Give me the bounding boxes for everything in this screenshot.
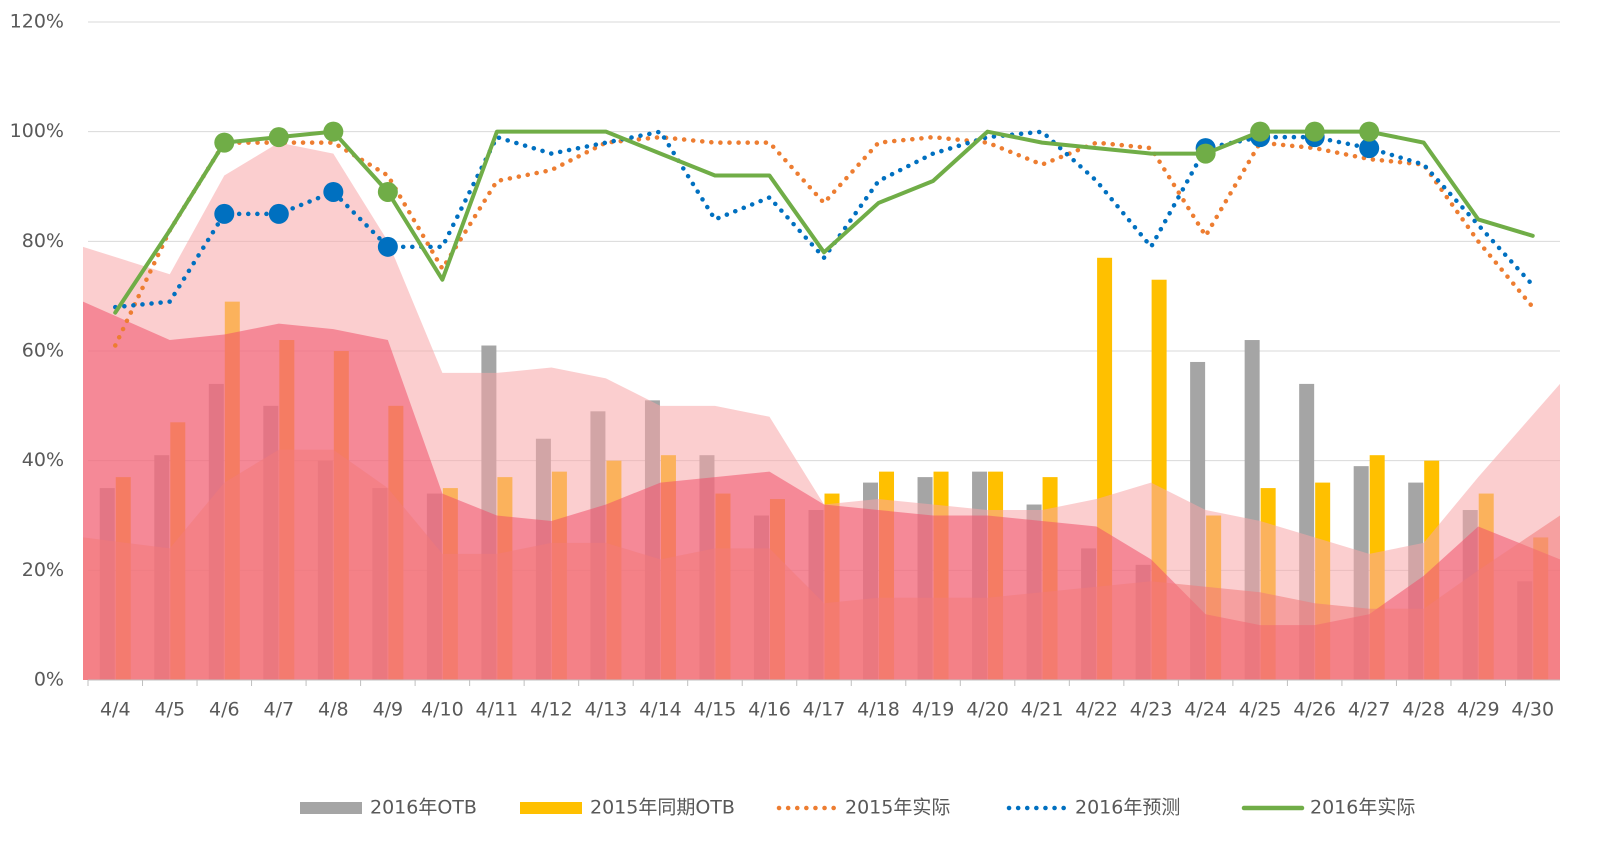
marker [214, 132, 235, 153]
marker [1359, 121, 1380, 142]
marker [377, 236, 398, 257]
x-tick-label: 4/24 [1184, 699, 1227, 721]
y-tick-label: 60% [22, 340, 64, 362]
area [83, 449, 1560, 680]
legend-label: 2016年预测 [1075, 797, 1180, 819]
legend-label: 2015年同期OTB [590, 797, 735, 819]
x-tick-label: 4/9 [373, 699, 404, 721]
y-tick-label: 40% [22, 449, 64, 471]
x-tick-label: 4/21 [1021, 699, 1064, 721]
x-tick-label: 4/25 [1239, 699, 1282, 721]
marker [323, 181, 344, 202]
marker [323, 121, 344, 142]
marker [268, 127, 289, 148]
x-tick-label: 4/11 [476, 699, 519, 721]
marker [1195, 143, 1216, 164]
legend-label: 2015年实际 [845, 797, 950, 819]
x-tick-label: 4/20 [966, 699, 1009, 721]
x-tick-label: 4/16 [748, 699, 791, 721]
x-tick-label: 4/23 [1130, 699, 1173, 721]
marker [1359, 138, 1380, 159]
x-tick-label: 4/17 [803, 699, 846, 721]
x-tick-label: 4/4 [100, 699, 131, 721]
x-tick-label: 4/5 [154, 699, 185, 721]
x-tick-label: 4/22 [1075, 699, 1118, 721]
x-tick-label: 4/18 [857, 699, 900, 721]
x-tick-label: 4/26 [1293, 699, 1336, 721]
x-tick-label: 4/6 [209, 699, 240, 721]
x-tick-label: 4/7 [264, 699, 295, 721]
y-tick-label: 120% [10, 11, 64, 33]
x-tick-label: 4/28 [1402, 699, 1445, 721]
x-tick-label: 4/8 [318, 699, 349, 721]
legend-swatch [520, 802, 582, 814]
legend-label: 2016年OTB [370, 797, 477, 819]
y-tick-label: 100% [10, 120, 64, 142]
x-tick-label: 4/19 [912, 699, 955, 721]
y-tick-label: 0% [34, 669, 64, 691]
x-tick-label: 4/30 [1511, 699, 1554, 721]
y-tick-label: 20% [22, 559, 64, 581]
marker [268, 203, 289, 224]
x-tick-label: 4/13 [585, 699, 628, 721]
y-tick-label: 80% [22, 230, 64, 252]
series-line [113, 129, 1535, 315]
marker [1304, 121, 1325, 142]
marker [214, 203, 235, 224]
x-tick-label: 4/27 [1348, 699, 1391, 721]
marker [1250, 121, 1271, 142]
x-tick-label: 4/10 [421, 699, 464, 721]
series-line [113, 129, 1535, 310]
legend-swatch [300, 802, 362, 814]
marker [377, 181, 398, 202]
x-tick-label: 4/14 [639, 699, 682, 721]
x-tick-label: 4/15 [694, 699, 737, 721]
x-tick-label: 4/12 [530, 699, 573, 721]
legend-label: 2016年实际 [1310, 797, 1415, 819]
x-tick-label: 4/29 [1457, 699, 1500, 721]
